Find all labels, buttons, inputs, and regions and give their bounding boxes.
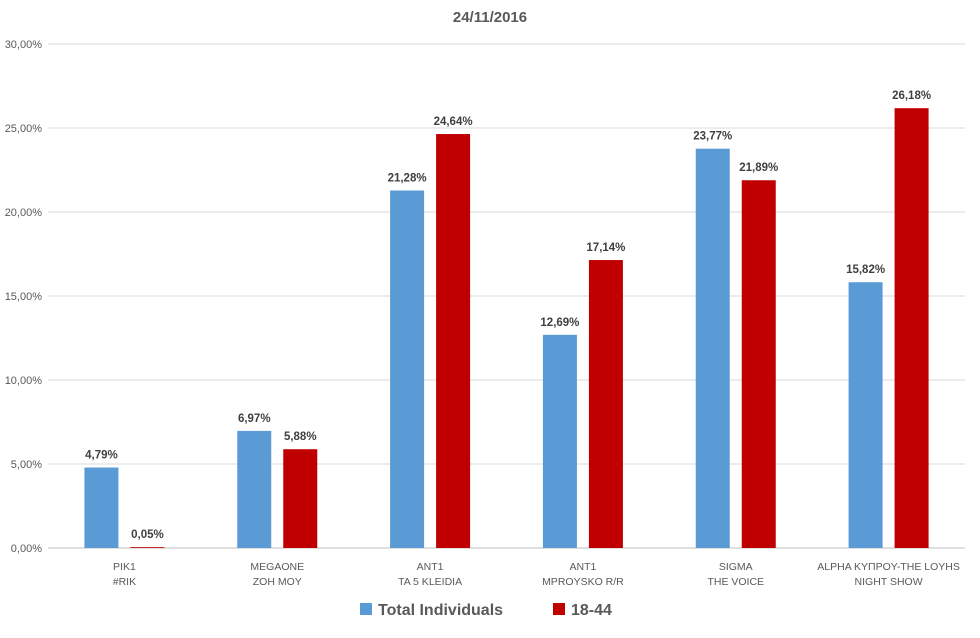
x-tick-label: ANT1 TA 5 KLEIDIA	[398, 561, 462, 588]
bar-data-label: 21,89%	[739, 162, 778, 174]
bar-total-individuals[interactable]	[848, 282, 883, 548]
x-tick-label: SIGMA THE VOICE	[707, 561, 764, 588]
y-axis-tick-labels: 0,00% 5,00% 10,00% 15,00% 20,00% 25,00% 30,00%	[5, 39, 43, 555]
y-tick-label: 10,00%	[5, 375, 43, 387]
bar-data-label: 17,14%	[586, 242, 625, 254]
bar-total-individuals[interactable]	[695, 148, 730, 548]
bar-18-44[interactable]	[130, 547, 165, 548]
bar-18-44[interactable]	[436, 134, 471, 548]
bar-total-individuals[interactable]	[542, 334, 577, 548]
y-tick-label: 25,00%	[5, 123, 43, 135]
y-tick-label: 5,00%	[11, 459, 42, 471]
gridlines	[48, 43, 965, 549]
bar-total-individuals[interactable]	[390, 190, 425, 548]
x-tick-label: MEGAONE ZOH MOY	[250, 561, 304, 588]
bar-18-44[interactable]	[283, 449, 318, 548]
legend-label[interactable]: 18-44	[571, 602, 612, 619]
bar-18-44[interactable]	[894, 108, 929, 549]
legend-swatch	[360, 603, 372, 615]
x-tick-label: PIK1 #RIK	[113, 561, 136, 588]
legend[interactable]: Total Individuals 18-44	[360, 602, 612, 619]
bar-data-label: 15,82%	[846, 264, 885, 276]
chart-title: 24/11/2016	[453, 9, 527, 26]
y-tick-label: 30,00%	[5, 39, 43, 51]
bar-data-label: 24,64%	[434, 116, 473, 128]
bar-18-44[interactable]	[588, 260, 623, 548]
bar-data-label: 4,79%	[85, 450, 118, 462]
bar-data-label: 6,97%	[238, 413, 271, 425]
x-tick-label: ANT1 MPROYSKO R/R	[542, 561, 624, 588]
data-labels: 4,79% 0,05% 6,97% 5,88% 21,28% 24,64% 12,69% 17…	[85, 90, 931, 541]
bar-data-label: 26,18%	[892, 90, 931, 102]
legend-swatch	[553, 603, 565, 615]
bar-total-individuals[interactable]	[237, 430, 272, 548]
legend-label[interactable]: Total Individuals	[378, 602, 503, 619]
bars	[84, 108, 929, 549]
bar-data-label: 21,28%	[388, 172, 427, 184]
bar-total-individuals[interactable]	[84, 467, 119, 548]
bar-18-44[interactable]	[741, 180, 776, 549]
y-tick-label: 15,00%	[5, 291, 43, 303]
y-tick-label: 0,00%	[11, 543, 42, 555]
x-axis-tick-labels: PIK1 #RIK MEGAONE ZOH MOY ANT1 TA 5 KLEIDIA AN…	[113, 561, 960, 588]
bar-data-label: 5,88%	[284, 431, 317, 443]
bar-data-label: 12,69%	[540, 317, 579, 329]
x-tick-label: ALPHA KYΠPOY-THE LOYHS NIGHT SHOW	[817, 561, 960, 588]
bar-data-label: 0,05%	[131, 529, 164, 541]
y-tick-label: 20,00%	[5, 207, 43, 219]
bar-data-label: 23,77%	[693, 131, 732, 143]
